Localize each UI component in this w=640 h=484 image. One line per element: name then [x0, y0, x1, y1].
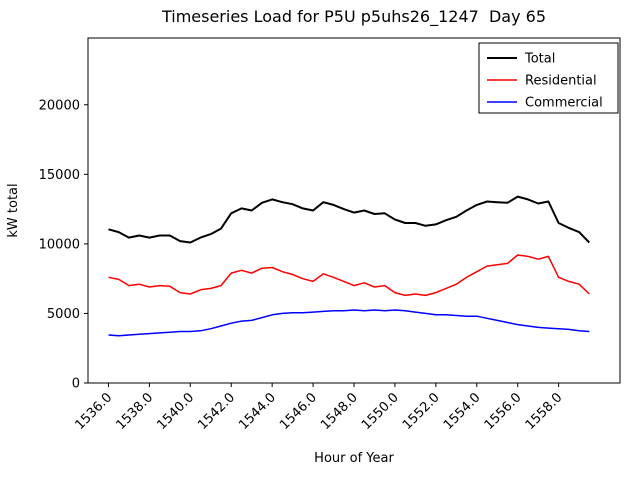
- y-tick-label: 0: [72, 377, 80, 392]
- series-line-commercial: [108, 309, 590, 337]
- y-tick-label: 15000: [39, 168, 80, 183]
- legend-label-residential: Residential: [525, 74, 597, 89]
- y-tick-label: 20000: [39, 98, 80, 113]
- y-axis-label: kW total: [6, 183, 21, 237]
- y-tick-label: 5000: [47, 307, 80, 322]
- legend-label-commercial: Commercial: [525, 96, 603, 111]
- legend: Total Residential Commercial: [478, 42, 619, 114]
- chart-title: Timeseries Load for P5U p5uhs26_1247 Day…: [161, 7, 546, 27]
- series-line-total: [108, 195, 591, 244]
- legend-label-total: Total: [524, 52, 555, 67]
- y-tick-label: 10000: [39, 237, 80, 252]
- series-line-residential: [108, 254, 590, 297]
- x-axis-label: Hour of Year: [314, 451, 394, 466]
